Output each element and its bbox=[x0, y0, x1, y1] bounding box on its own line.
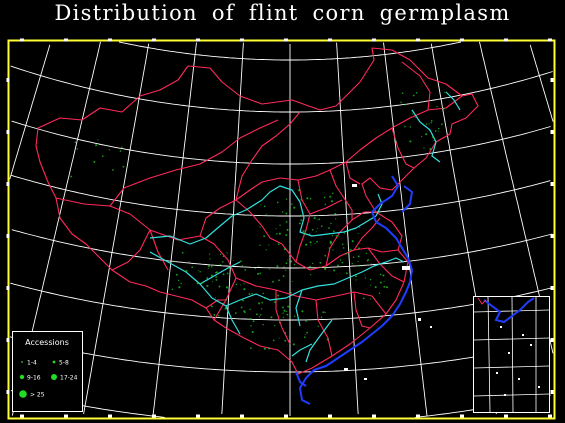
legend-symbol-gt-25 bbox=[19, 390, 27, 398]
south-china-sea-inset bbox=[473, 296, 550, 413]
legend-heading: Accessions bbox=[25, 338, 69, 347]
legend-symbol-5-8 bbox=[52, 360, 56, 364]
legend-label-gt-25: > 25 bbox=[30, 392, 45, 399]
map-frame bbox=[7, 39, 556, 420]
coastline bbox=[295, 175, 413, 405]
national-border bbox=[35, 47, 479, 375]
legend-label-5-8: 5-8 bbox=[59, 360, 69, 367]
accession-dots bbox=[70, 91, 446, 350]
inset-islands bbox=[496, 326, 540, 396]
heilongjiang-river bbox=[411, 109, 441, 163]
yellow-river bbox=[149, 185, 377, 245]
legend-label-17-24: 17-24 bbox=[60, 375, 78, 382]
islands bbox=[344, 184, 432, 380]
map-title: Distribution of flint corn germplasm bbox=[54, 1, 511, 25]
legend-label-9-16: 9-16 bbox=[27, 375, 41, 382]
legend-box bbox=[12, 331, 83, 412]
legend: Accessions 1-4 5-8 9-16 17-24 > 25 bbox=[12, 331, 83, 412]
inset-border bbox=[477, 297, 487, 305]
graticule-ticks bbox=[6, 38, 554, 418]
inset-coastline bbox=[483, 297, 535, 324]
province-borders bbox=[35, 47, 479, 375]
yangtze-river bbox=[149, 251, 405, 307]
graticule bbox=[9, 41, 554, 418]
legend-symbol-1-4 bbox=[21, 361, 23, 363]
rivers bbox=[149, 91, 461, 363]
legend-symbol-17-24 bbox=[51, 374, 57, 380]
legend-label-1-4: 1-4 bbox=[27, 360, 37, 367]
legend-symbol-9-16 bbox=[19, 374, 25, 380]
